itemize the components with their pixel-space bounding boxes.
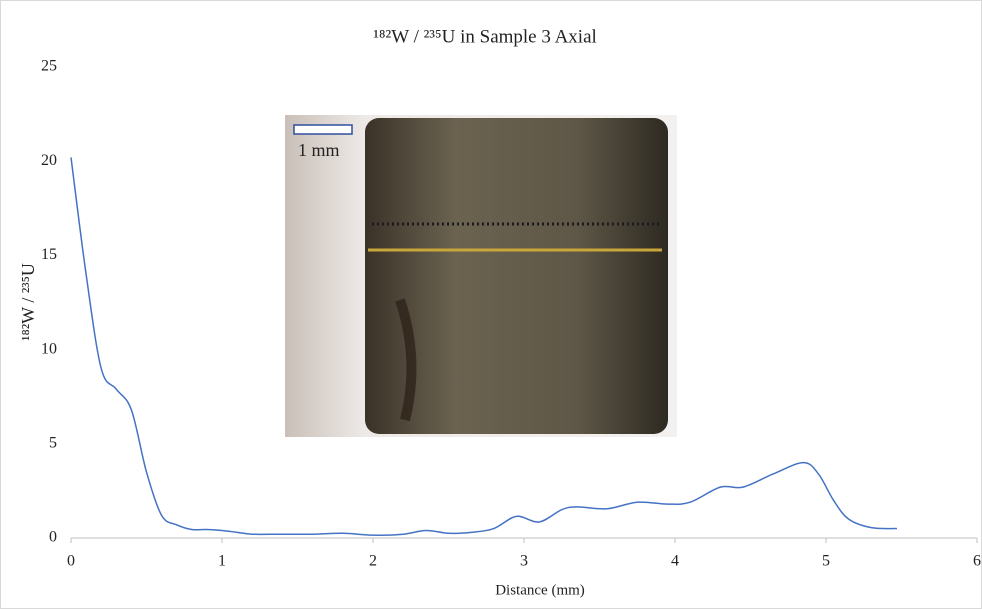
y-tick-label: 0 [49,529,57,546]
x-tick-label: 2 [369,553,377,570]
x-tick-label: 0 [67,553,75,570]
y-axis-label: ¹⁸²W / ²³⁵U [18,263,38,341]
inset-scale-label: 1 mm [298,140,340,160]
inset-photo: 1 mm [285,115,677,437]
data-line [70,157,897,536]
y-tick-label: 10 [41,340,57,357]
x-tick-label: 3 [520,553,528,570]
x-tick-label: 5 [822,553,830,570]
x-tick-label: 1 [218,553,226,570]
x-axis-label: Distance (mm) [495,582,585,598]
y-tick-label: 25 [41,58,57,75]
x-tick-label: 4 [671,553,679,570]
y-tick-label: 15 [41,246,57,263]
x-tick-label: 6 [973,553,981,570]
y-tick-label: 5 [49,434,57,451]
chart-title: ¹⁸²W / ²³⁵U in Sample 3 Axial [373,26,597,47]
y-tick-label: 20 [41,152,57,169]
